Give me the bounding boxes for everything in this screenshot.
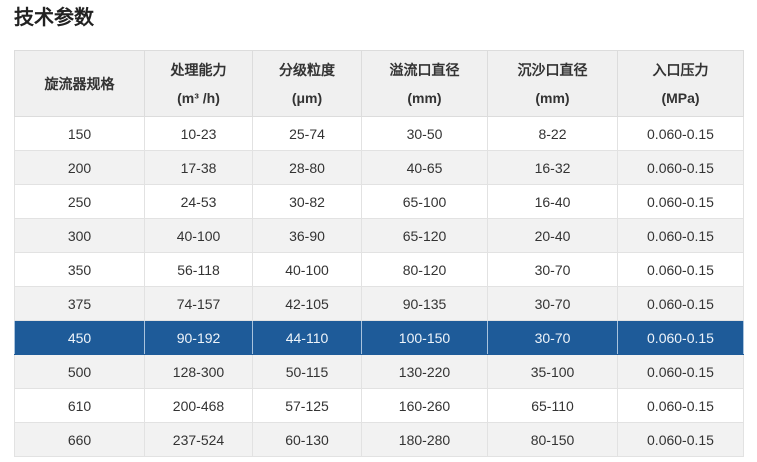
table-cell: 100-150 <box>361 320 488 355</box>
column-header-inlet-pressure: 入口压力 (MPa) <box>617 50 744 117</box>
column-unit: (mm) <box>407 89 442 106</box>
table-cell: 0.060-0.15 <box>617 320 744 355</box>
table-cell: 0.060-0.15 <box>617 116 744 151</box>
table-cell: 130-220 <box>361 354 488 389</box>
table-cell: 40-100 <box>252 252 362 287</box>
table-cell: 16-40 <box>487 184 618 219</box>
table-cell: 28-80 <box>252 150 362 185</box>
table-cell: 80-120 <box>361 252 488 287</box>
table-header: 旋流器规格 处理能力 (m³ /h) 分级粒度 (μm) 溢流口直径 (mm) … <box>14 50 744 117</box>
table-cell: 30-82 <box>252 184 362 219</box>
table-cell: 25-74 <box>252 116 362 151</box>
table-cell: 57-125 <box>252 388 362 423</box>
table-cell: 65-110 <box>487 388 618 423</box>
column-header-spigot-diameter: 沉沙口直径 (mm) <box>487 50 618 117</box>
table-cell: 16-32 <box>487 150 618 185</box>
table-cell: 35-100 <box>487 354 618 389</box>
column-unit: (mm) <box>535 89 570 106</box>
technical-parameters-table: 旋流器规格 处理能力 (m³ /h) 分级粒度 (μm) 溢流口直径 (mm) … <box>14 50 744 457</box>
table-cell: 30-70 <box>487 286 618 321</box>
table-cell: 0.060-0.15 <box>617 422 744 457</box>
table-cell: 0.060-0.15 <box>617 150 744 185</box>
table-cell: 90-192 <box>144 320 253 355</box>
column-label: 旋流器规格 <box>44 75 115 92</box>
table-cell: 56-118 <box>144 252 253 287</box>
table-cell: 36-90 <box>252 218 362 253</box>
table-cell: 610 <box>14 388 145 423</box>
table-cell: 30-70 <box>487 320 618 355</box>
table-cell: 0.060-0.15 <box>617 388 744 423</box>
header-row: 旋流器规格 处理能力 (m³ /h) 分级粒度 (μm) 溢流口直径 (mm) … <box>14 50 744 117</box>
column-header-spec: 旋流器规格 <box>14 50 145 117</box>
table-cell: 250 <box>14 184 145 219</box>
column-header-capacity: 处理能力 (m³ /h) <box>144 50 253 117</box>
table-cell: 200 <box>14 150 145 185</box>
table-cell: 375 <box>14 286 145 321</box>
table-cell: 65-100 <box>361 184 488 219</box>
table-cell: 90-135 <box>361 286 488 321</box>
column-label: 溢流口直径 <box>389 61 460 78</box>
table-cell: 80-150 <box>487 422 618 457</box>
table-cell: 450 <box>14 320 145 355</box>
table-row[interactable]: 200 17-38 28-80 40-65 16-32 0.060-0.15 <box>14 150 744 185</box>
table-cell: 50-115 <box>252 354 362 389</box>
table-cell: 0.060-0.15 <box>617 218 744 253</box>
table-cell: 74-157 <box>144 286 253 321</box>
table-cell: 40-100 <box>144 218 253 253</box>
table-row[interactable]: 500 128-300 50-115 130-220 35-100 0.060-0.15 <box>14 354 744 389</box>
table-row[interactable]: 375 74-157 42-105 90-135 30-70 0.060-0.15 <box>14 286 744 321</box>
page-title: 技术参数 <box>14 7 94 29</box>
table-row[interactable]: 250 24-53 30-82 65-100 16-40 0.060-0.15 <box>14 184 744 219</box>
table-row[interactable]: 610 200-468 57-125 160-260 65-110 0.060-0.15 <box>14 388 744 423</box>
table-body: 150 10-23 25-74 30-50 8-22 0.060-0.15 200 17-38… <box>14 116 744 457</box>
table-row[interactable]: 300 40-100 36-90 65-120 20-40 0.060-0.15 <box>14 218 744 253</box>
column-unit: (m³ /h) <box>177 89 220 106</box>
table-cell: 180-280 <box>361 422 488 457</box>
column-label: 沉沙口直径 <box>517 61 588 78</box>
table-cell: 660 <box>14 422 145 457</box>
table-cell: 60-130 <box>252 422 362 457</box>
table-cell: 20-40 <box>487 218 618 253</box>
table-cell: 150 <box>14 116 145 151</box>
column-header-overflow-diameter: 溢流口直径 (mm) <box>361 50 488 117</box>
column-label: 分级粒度 <box>279 61 335 78</box>
table-cell: 30-50 <box>361 116 488 151</box>
table-cell: 17-38 <box>144 150 253 185</box>
table-cell: 65-120 <box>361 218 488 253</box>
column-label: 处理能力 <box>170 61 227 78</box>
table-cell: 0.060-0.15 <box>617 252 744 287</box>
column-label: 入口压力 <box>652 61 709 78</box>
table-row[interactable]: 350 56-118 40-100 80-120 30-70 0.060-0.15 <box>14 252 744 287</box>
column-header-particle-size: 分级粒度 (μm) <box>252 50 362 117</box>
table-cell: 200-468 <box>144 388 253 423</box>
table-row[interactable]: 150 10-23 25-74 30-50 8-22 0.060-0.15 <box>14 116 744 151</box>
table-cell: 237-524 <box>144 422 253 457</box>
table-cell: 0.060-0.15 <box>617 184 744 219</box>
table-row-highlighted[interactable]: 450 90-192 44-110 100-150 30-70 0.060-0.15 <box>14 320 744 355</box>
table-cell: 42-105 <box>252 286 362 321</box>
table-row[interactable]: 660 237-524 60-130 180-280 80-150 0.060-0.15 <box>14 422 744 457</box>
table-cell: 40-65 <box>361 150 488 185</box>
table-cell: 0.060-0.15 <box>617 286 744 321</box>
table-cell: 300 <box>14 218 145 253</box>
table-cell: 128-300 <box>144 354 253 389</box>
table-cell: 24-53 <box>144 184 253 219</box>
table-cell: 0.060-0.15 <box>617 354 744 389</box>
table-cell: 10-23 <box>144 116 253 151</box>
table-cell: 160-260 <box>361 388 488 423</box>
table-cell: 30-70 <box>487 252 618 287</box>
column-unit: (MPa) <box>661 89 700 106</box>
column-unit: (μm) <box>291 89 323 106</box>
table-cell: 44-110 <box>252 320 362 355</box>
table-cell: 500 <box>14 354 145 389</box>
table-cell: 8-22 <box>487 116 618 151</box>
table-cell: 350 <box>14 252 145 287</box>
